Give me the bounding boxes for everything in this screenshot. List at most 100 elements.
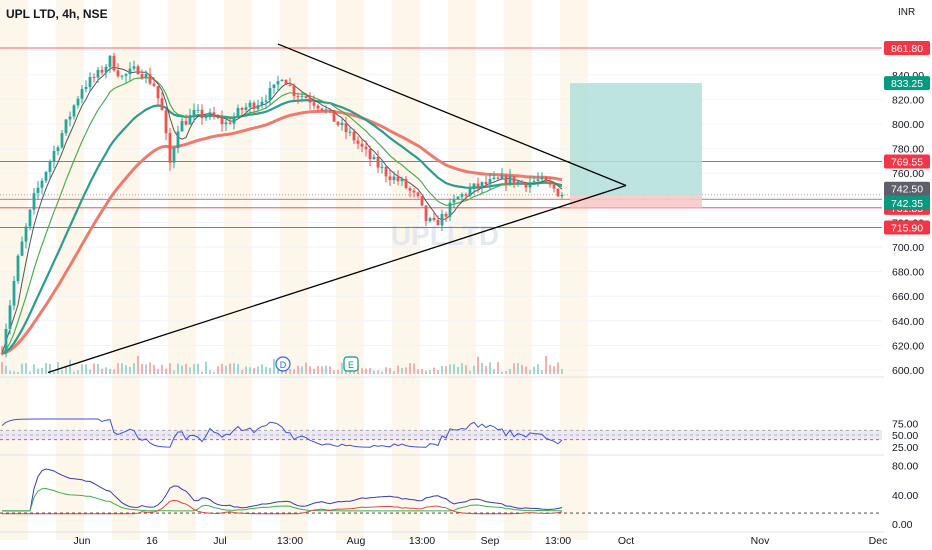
price-axis-bg <box>884 0 932 550</box>
volume-bar <box>473 365 475 374</box>
candle-body <box>364 146 368 150</box>
ema-fast-line <box>1 76 563 354</box>
candle-body <box>76 98 80 106</box>
candle-body <box>436 219 440 226</box>
candle-body <box>128 68 132 75</box>
candle-body <box>396 176 400 182</box>
volume-bar <box>461 363 463 374</box>
candle-body <box>180 121 184 132</box>
volume-bar <box>529 369 531 374</box>
volume-bar <box>165 368 167 374</box>
candle-body <box>500 175 504 179</box>
volume-bar <box>369 368 371 374</box>
candle-body <box>368 149 372 160</box>
volume-bar <box>129 367 131 374</box>
candle-body <box>72 105 76 117</box>
volume-bar <box>485 366 487 374</box>
candle-body <box>252 102 256 109</box>
volume-bar <box>449 364 451 374</box>
volume-bar <box>429 369 431 374</box>
candle-body <box>36 187 40 194</box>
rsi-line <box>1 418 563 448</box>
volume-bar <box>29 371 31 374</box>
volume-bar <box>257 366 259 374</box>
candle-body <box>300 96 304 98</box>
rsi-tick-label: 75.00 <box>892 418 918 430</box>
price-tick-label: 760.00 <box>892 168 924 180</box>
candle-body <box>484 182 488 185</box>
earnings-badge <box>343 356 359 372</box>
candle-body <box>532 181 536 183</box>
volume-bar <box>185 363 187 374</box>
volume-bar <box>45 362 47 374</box>
candle-body <box>444 214 448 217</box>
session-band <box>56 0 84 540</box>
candle-body <box>108 55 112 67</box>
volume-bar <box>177 363 179 374</box>
volume-bar <box>293 369 295 374</box>
volume-bar <box>493 369 495 374</box>
volume-bar <box>309 366 311 374</box>
volume-bar <box>393 371 395 374</box>
volume-bar <box>333 370 335 374</box>
volume-bar <box>453 364 455 374</box>
candle-body <box>492 177 496 179</box>
volume-bar <box>77 370 79 374</box>
volume-bar <box>277 369 279 374</box>
volume-bar <box>169 363 171 374</box>
candle-body <box>64 119 68 134</box>
stop-zone <box>570 194 702 208</box>
volume-bar <box>481 363 483 374</box>
volume-bar <box>541 370 543 374</box>
price-tag-label: 715.90 <box>891 222 923 234</box>
session-band <box>560 0 588 540</box>
candle-body <box>272 84 276 89</box>
volume-bar <box>17 371 19 374</box>
volume-bar <box>313 368 315 374</box>
volume-bar <box>301 366 303 374</box>
volume-bar <box>509 368 511 374</box>
volume-bar <box>341 362 343 374</box>
target-zone <box>570 83 702 195</box>
candle-body <box>24 226 28 242</box>
volume-bar <box>397 365 399 374</box>
candle-body <box>116 70 120 77</box>
candle-body <box>512 176 516 185</box>
candle-body <box>80 88 84 99</box>
volume-bar <box>105 367 107 374</box>
candle-body <box>200 109 204 119</box>
volume-bar <box>385 367 387 374</box>
candle-body <box>112 55 116 71</box>
candle-body <box>220 117 224 125</box>
volume-bar <box>405 367 407 374</box>
volume-bar <box>325 365 327 374</box>
volume-bar <box>437 370 439 374</box>
volume-bar <box>373 370 375 374</box>
candle-body <box>212 112 216 118</box>
volume-bar <box>329 366 331 374</box>
volume-bar <box>121 363 123 374</box>
volume-bar <box>265 366 267 374</box>
volume-bar <box>81 364 83 374</box>
volume-bar <box>97 363 99 374</box>
candle-body <box>356 140 360 144</box>
volume-bar <box>533 366 535 374</box>
candle-body <box>460 194 464 197</box>
sma-short-line <box>1 66 563 354</box>
candle-body <box>0 352 4 354</box>
volume-bar <box>289 369 291 374</box>
candle-body <box>56 147 60 152</box>
price-tag <box>884 220 930 235</box>
candle-body <box>140 74 144 79</box>
candle-body <box>184 121 188 125</box>
candle-body <box>88 76 92 87</box>
candle-body <box>152 83 156 87</box>
candle-body <box>408 188 412 191</box>
price-tag <box>884 76 930 91</box>
candle-body <box>244 107 248 110</box>
volume-bar <box>457 367 459 374</box>
candle-body <box>428 217 432 222</box>
chart-title: UPL LTD, 4h, NSE <box>6 7 108 21</box>
candle-body <box>336 121 340 125</box>
